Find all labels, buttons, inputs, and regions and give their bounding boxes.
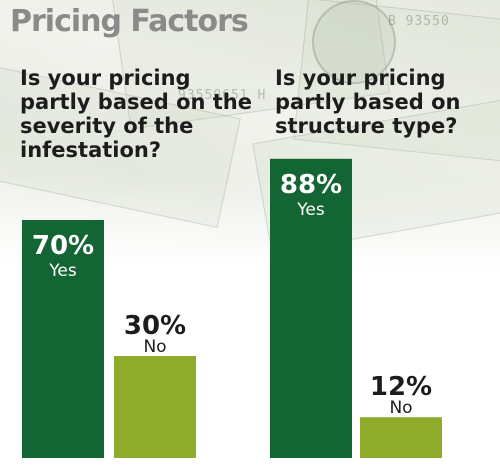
chart-1-question: Is your pricing partly based on the seve… (20, 66, 253, 162)
banknote-serial: B 93550 (388, 14, 450, 29)
chart-2-question: Is your pricing partly based on structur… (275, 66, 461, 138)
banknote-portrait (312, 0, 396, 84)
banknote-serial: 93550651 H (178, 88, 267, 103)
page-title: Pricing Factors (10, 4, 249, 39)
